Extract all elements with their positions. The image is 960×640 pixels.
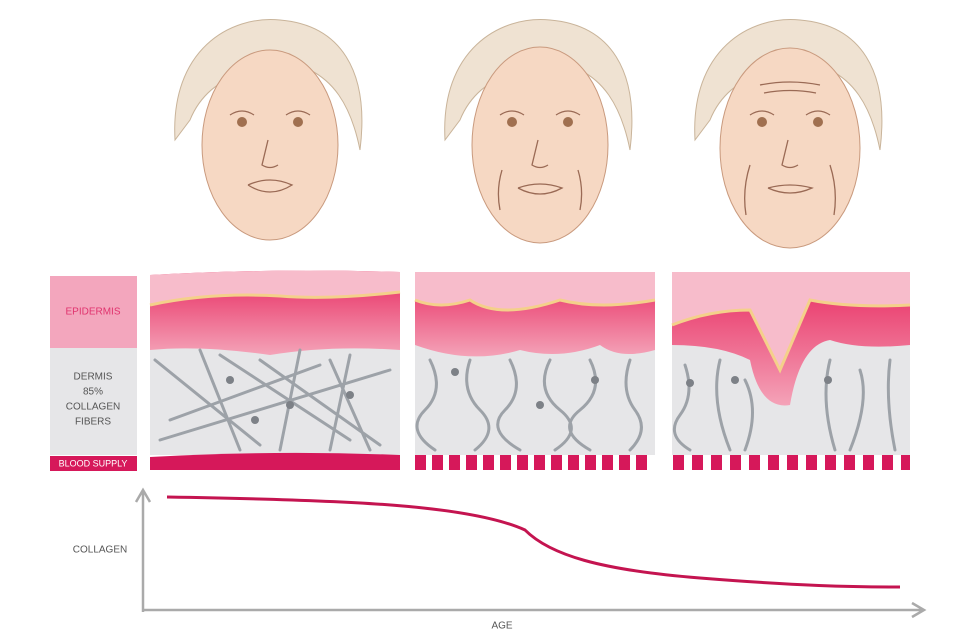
y-axis-label: COLLAGEN — [73, 545, 127, 556]
illustration-path — [672, 358, 897, 452]
illustration-rect — [602, 455, 613, 470]
illustration-rect — [711, 455, 722, 470]
illustration-path — [414, 298, 656, 312]
illustration-rect — [636, 455, 647, 470]
illustration-circle — [536, 401, 544, 409]
illustration-rect — [150, 340, 400, 455]
illustration-path — [229, 110, 311, 193]
dermis-label: DERMIS — [74, 372, 113, 383]
illustration-g — [174, 19, 363, 241]
illustration-ellipse — [471, 46, 609, 244]
illustration-circle — [346, 391, 354, 399]
skin-section-middle — [414, 272, 656, 470]
illustration-circle — [731, 376, 739, 384]
illustration-circle — [824, 376, 832, 384]
illustration-ellipse — [719, 47, 861, 249]
illustration-rect — [882, 455, 893, 470]
illustration-rect — [50, 456, 137, 471]
illustration-rect — [449, 455, 460, 470]
illustration-rect — [844, 455, 855, 470]
illustration-rect — [50, 276, 137, 348]
epidermis-label: EPIDERMIS — [65, 307, 120, 318]
illustration-rect — [500, 455, 511, 470]
illustration-path — [149, 290, 401, 307]
illustration-rect — [901, 455, 910, 470]
x-axis-label: AGE — [491, 621, 512, 632]
illustration-rect — [825, 455, 836, 470]
illustration-path — [744, 81, 836, 216]
illustration-rect — [673, 455, 684, 470]
illustration-rect — [415, 340, 655, 455]
layer-legend: EPIDERMIS DERMIS 85% COLLAGEN FIBERS BLO… — [50, 276, 137, 471]
illustration-path — [166, 495, 901, 589]
illustration-path — [153, 348, 392, 452]
illustration-rect — [517, 455, 528, 470]
illustration-circle — [591, 376, 599, 384]
illustration-rect — [806, 455, 817, 470]
dermis-label: FIBERS — [75, 417, 111, 428]
illustration-path — [671, 298, 911, 374]
illustration-ellipse — [201, 49, 339, 241]
illustration-path — [672, 272, 910, 370]
illustration-circle — [226, 376, 234, 384]
skin-section-young — [149, 270, 401, 470]
skin-section-old — [671, 272, 911, 470]
illustration-rect — [483, 455, 494, 470]
illustration-circle — [451, 368, 459, 376]
illustration-circle — [563, 117, 573, 127]
illustration-g — [694, 19, 883, 249]
illustration-rect — [432, 455, 443, 470]
illustration-rect — [466, 455, 477, 470]
illustration-path — [150, 452, 400, 470]
illustration-g — [415, 455, 647, 470]
illustration-rect — [415, 455, 426, 470]
illustration-rect — [787, 455, 798, 470]
dermis-label: COLLAGEN — [66, 402, 120, 413]
illustration-rect — [50, 348, 137, 455]
dermis-label: 85% — [83, 387, 103, 398]
illustration-rect — [619, 455, 630, 470]
illustration-rect — [585, 455, 596, 470]
illustration-circle — [237, 117, 247, 127]
illustration-rect — [692, 455, 703, 470]
blood-supply-label: BLOOD SUPPLY — [59, 458, 128, 468]
illustration-g — [673, 455, 910, 470]
illustration-path — [415, 272, 655, 310]
collagen-graph: COLLAGEN AGE — [73, 487, 927, 632]
illustration-circle — [813, 117, 823, 127]
illustration-circle — [251, 416, 259, 424]
illustration-g — [444, 19, 633, 244]
illustration-path — [134, 487, 927, 619]
illustration-path — [415, 358, 643, 452]
illustration-rect — [730, 455, 741, 470]
illustration-circle — [686, 379, 694, 387]
illustration-rect — [863, 455, 874, 470]
illustration-rect — [568, 455, 579, 470]
illustration-rect — [534, 455, 545, 470]
illustration-circle — [757, 117, 767, 127]
illustration-rect — [749, 455, 760, 470]
illustration-rect — [551, 455, 562, 470]
illustration-circle — [507, 117, 517, 127]
illustration-circle — [286, 401, 294, 409]
illustration-path — [497, 110, 583, 211]
illustration-rect — [768, 455, 779, 470]
faces — [174, 19, 883, 249]
illustration-circle — [293, 117, 303, 127]
